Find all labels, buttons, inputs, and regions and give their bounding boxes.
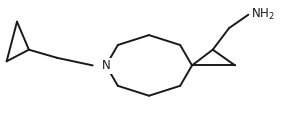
Text: N: N	[102, 59, 110, 72]
Text: NH$_2$: NH$_2$	[251, 7, 275, 22]
